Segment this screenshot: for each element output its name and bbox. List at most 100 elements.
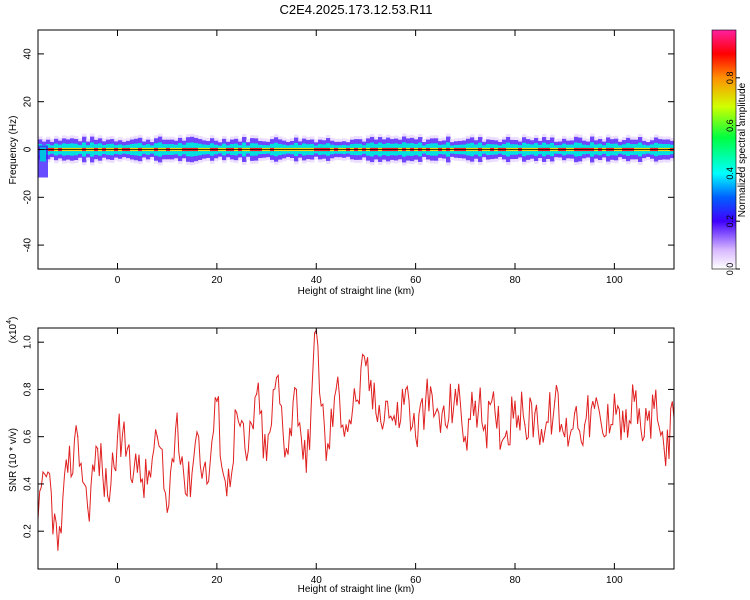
snr-point xyxy=(434,412,437,414)
snr-point xyxy=(77,436,79,438)
spectrogram-xtick-label: 20 xyxy=(211,275,223,286)
snr-point xyxy=(574,412,576,414)
snr-point xyxy=(345,424,347,426)
snr-point xyxy=(544,431,546,433)
snr-point xyxy=(554,400,556,402)
snr-point xyxy=(116,436,119,438)
figure-title: C2E4.2025.173.12.53.R11 xyxy=(280,2,433,17)
snr-point xyxy=(514,400,516,402)
spectrogram-ytick-label: -40 xyxy=(23,237,34,252)
colorbar-tick-label: 0.4 xyxy=(725,167,735,180)
colorbar-tick-label: 0.2 xyxy=(725,215,735,228)
snr-point xyxy=(87,506,89,509)
snr-point xyxy=(564,436,566,438)
snr-point xyxy=(265,459,268,461)
snr-ylabel: SNR (10 * v/v) xyxy=(8,428,19,492)
spectrogram-ytick-label: 40 xyxy=(23,48,34,60)
snr-multiplier: (x104) xyxy=(6,317,19,344)
spectrogram-xlabel: Height of straight line (km) xyxy=(298,286,415,297)
snr-line xyxy=(38,329,674,551)
spectrogram-panel: 0 20 40 60 80 100 40 20 0 -20 -40 Height of straig… xyxy=(8,29,675,297)
snr-point xyxy=(295,388,297,391)
snr-point xyxy=(424,400,427,402)
snr-point xyxy=(454,388,456,391)
snr-point xyxy=(206,483,208,485)
snr-point xyxy=(653,407,655,409)
snr-point xyxy=(474,400,476,402)
spectrogram-tail-core xyxy=(40,147,46,162)
snr-point xyxy=(226,495,228,497)
snr-point xyxy=(623,431,625,433)
colorbar-tick-label: 0.6 xyxy=(725,119,735,132)
snr-point xyxy=(166,511,168,513)
snr-point xyxy=(47,471,49,473)
snr-point xyxy=(335,388,337,391)
snr-frame xyxy=(37,327,675,570)
colorbar-frame xyxy=(711,29,737,270)
snr-point xyxy=(355,400,357,402)
snr-point xyxy=(524,424,526,426)
snr-point xyxy=(603,436,606,438)
snr-xtick-label: 100 xyxy=(606,575,623,586)
spectrogram-ytick-label: 20 xyxy=(23,96,34,108)
snr-point xyxy=(136,471,138,473)
spectrogram-xtick-label: 0 xyxy=(115,275,121,286)
spectrogram-axes: 0 20 40 60 80 100 40 20 0 -20 -40 xyxy=(23,30,674,286)
snr-point xyxy=(593,407,596,409)
snr-point xyxy=(325,459,327,461)
snr-point xyxy=(484,424,486,426)
snr-point xyxy=(256,393,258,395)
snr-point xyxy=(156,436,158,438)
snr-ytick-label: 1.0 xyxy=(23,335,34,349)
snr-point xyxy=(444,424,447,426)
snr-xtick-label: 60 xyxy=(410,575,422,586)
snr-point xyxy=(146,483,148,485)
snr-xtick-label: 40 xyxy=(311,575,323,586)
snr-point xyxy=(126,447,129,450)
svg-text:(x104): (x104) xyxy=(6,317,19,344)
snr-point xyxy=(643,436,645,438)
snr-point xyxy=(196,431,198,433)
colorbar-tick-label: 0.0 xyxy=(725,263,735,276)
spectrogram-xtick-label: 40 xyxy=(311,275,323,286)
snr-point xyxy=(613,393,615,395)
spectrogram-xtick-label: 60 xyxy=(410,275,422,286)
snr-point xyxy=(494,412,496,414)
snr-xtick-label: 0 xyxy=(115,575,121,586)
colorbar-ticks: 0.0 0.2 0.4 0.6 0.8 xyxy=(725,72,740,276)
snr-point xyxy=(504,436,506,438)
spectrogram-xtick-label: 100 xyxy=(606,275,623,286)
snr-point xyxy=(186,495,188,497)
snr-point xyxy=(305,471,307,473)
snr-point xyxy=(246,459,248,461)
spectrogram-ytick-label: -20 xyxy=(23,190,34,205)
snr-panel: 0 20 40 60 80 100 1.0 0.8 0.6 0.4 0.2 Height of st… xyxy=(6,317,675,595)
snr-axes: 0 20 40 60 80 100 1.0 0.8 0.6 0.4 0.2 xyxy=(23,328,674,586)
spectrogram-band xyxy=(38,133,674,178)
snr-point xyxy=(106,495,109,497)
snr-point xyxy=(385,400,387,402)
snr-ytick-label: 0.2 xyxy=(23,524,34,538)
spectrogram-xtick-label: 80 xyxy=(509,275,521,286)
spectrogram-ylabel: Frequency (Hz) xyxy=(8,116,19,185)
snr-point xyxy=(633,400,635,402)
snr-point xyxy=(405,388,407,391)
colorbar-gradient xyxy=(712,30,736,269)
snr-xtick-label: 20 xyxy=(211,575,223,586)
snr-point xyxy=(415,436,417,438)
snr-ytick-label: 0.6 xyxy=(23,429,34,443)
snr-point xyxy=(375,412,377,414)
colorbar: 0.0 0.2 0.4 0.6 0.8 Normalized spectral ampl… xyxy=(711,29,748,276)
snr-point xyxy=(216,400,218,402)
snr-point xyxy=(236,412,238,414)
snr-xtick-label: 80 xyxy=(509,575,521,586)
snr-point xyxy=(97,447,99,450)
snr-point xyxy=(176,412,178,414)
snr-point xyxy=(365,365,367,367)
snr-point xyxy=(663,447,665,450)
colorbar-label: Normalized spectral amplitude xyxy=(737,82,748,217)
snr-multiplier-exp: 4 xyxy=(6,320,13,324)
snr-point xyxy=(464,436,466,438)
snr-point xyxy=(395,424,397,426)
